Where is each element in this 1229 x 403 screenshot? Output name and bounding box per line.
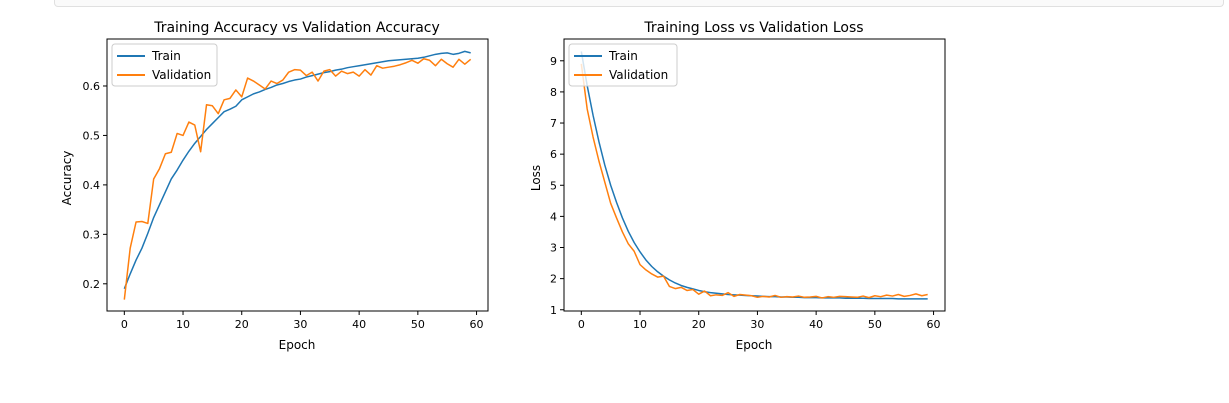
series-line-train	[123, 50, 471, 290]
x-tick-label: 60	[470, 318, 484, 331]
x-ticks: 0 10 20 30 40 50 60	[578, 311, 941, 331]
y-axis-label: Accuracy	[60, 151, 74, 206]
x-tick-label: 0	[121, 318, 128, 331]
x-tick-label: 20	[235, 318, 249, 331]
y-tick-label: 4	[550, 210, 557, 223]
legend: Train Validation	[111, 43, 218, 87]
series-line-validation	[580, 63, 928, 299]
legend-label-train: Train	[608, 49, 638, 63]
y-tick-label: 1	[550, 304, 557, 317]
x-tick-label: 50	[411, 318, 425, 331]
legend-label-validation: Validation	[609, 68, 668, 82]
x-axis-label: Epoch	[736, 338, 773, 352]
legend-label-validation: Validation	[152, 68, 211, 82]
x-tick-label: 30	[750, 318, 764, 331]
series-layer	[580, 51, 928, 300]
y-tick-label: 8	[550, 86, 557, 99]
y-tick-label: 0.3	[83, 228, 101, 241]
chart-accuracy: Training Accuracy vs Validation Accuracy…	[60, 20, 489, 352]
y-tick-label: 9	[550, 55, 557, 68]
x-tick-label: 40	[809, 318, 823, 331]
x-tick-label: 10	[633, 318, 647, 331]
series-line-validation	[123, 58, 472, 300]
legend: Train Validation	[568, 43, 678, 87]
x-axis-label: Epoch	[279, 338, 316, 352]
legend-label-train: Train	[151, 49, 181, 63]
x-tick-label: 40	[352, 318, 366, 331]
y-tick-label: 5	[550, 179, 557, 192]
plot-frame	[106, 38, 489, 312]
plot-frame	[563, 38, 946, 312]
y-tick-label: 0.5	[83, 129, 101, 142]
series-line-train	[580, 51, 928, 300]
series-layer	[123, 50, 472, 300]
y-tick-label: 7	[550, 117, 557, 130]
y-tick-label: 3	[550, 242, 557, 255]
x-ticks: 0 10 20 30 40 50 60	[121, 311, 484, 331]
notebook-cell-border	[54, 0, 1224, 7]
y-ticks: 1 2 3 4 5 6 7 8 9	[550, 55, 564, 317]
x-tick-label: 20	[692, 318, 706, 331]
x-tick-label: 50	[868, 318, 882, 331]
y-tick-label: 6	[550, 148, 557, 161]
chart-loss: Training Loss vs Validation Loss Epoch L…	[529, 20, 946, 352]
y-tick-label: 0.4	[83, 179, 101, 192]
y-tick-label: 2	[550, 273, 557, 286]
chart-title: Training Loss vs Validation Loss	[643, 20, 863, 36]
chart-title: Training Accuracy vs Validation Accuracy	[153, 20, 440, 36]
x-tick-label: 30	[293, 318, 307, 331]
y-ticks: 0.2 0.3 0.4 0.5 0.6	[83, 80, 107, 291]
x-tick-label: 10	[176, 318, 190, 331]
x-tick-label: 60	[927, 318, 941, 331]
y-axis-label: Loss	[529, 165, 543, 191]
y-tick-label: 0.2	[83, 278, 101, 291]
y-tick-label: 0.6	[83, 80, 101, 93]
x-tick-label: 0	[578, 318, 585, 331]
